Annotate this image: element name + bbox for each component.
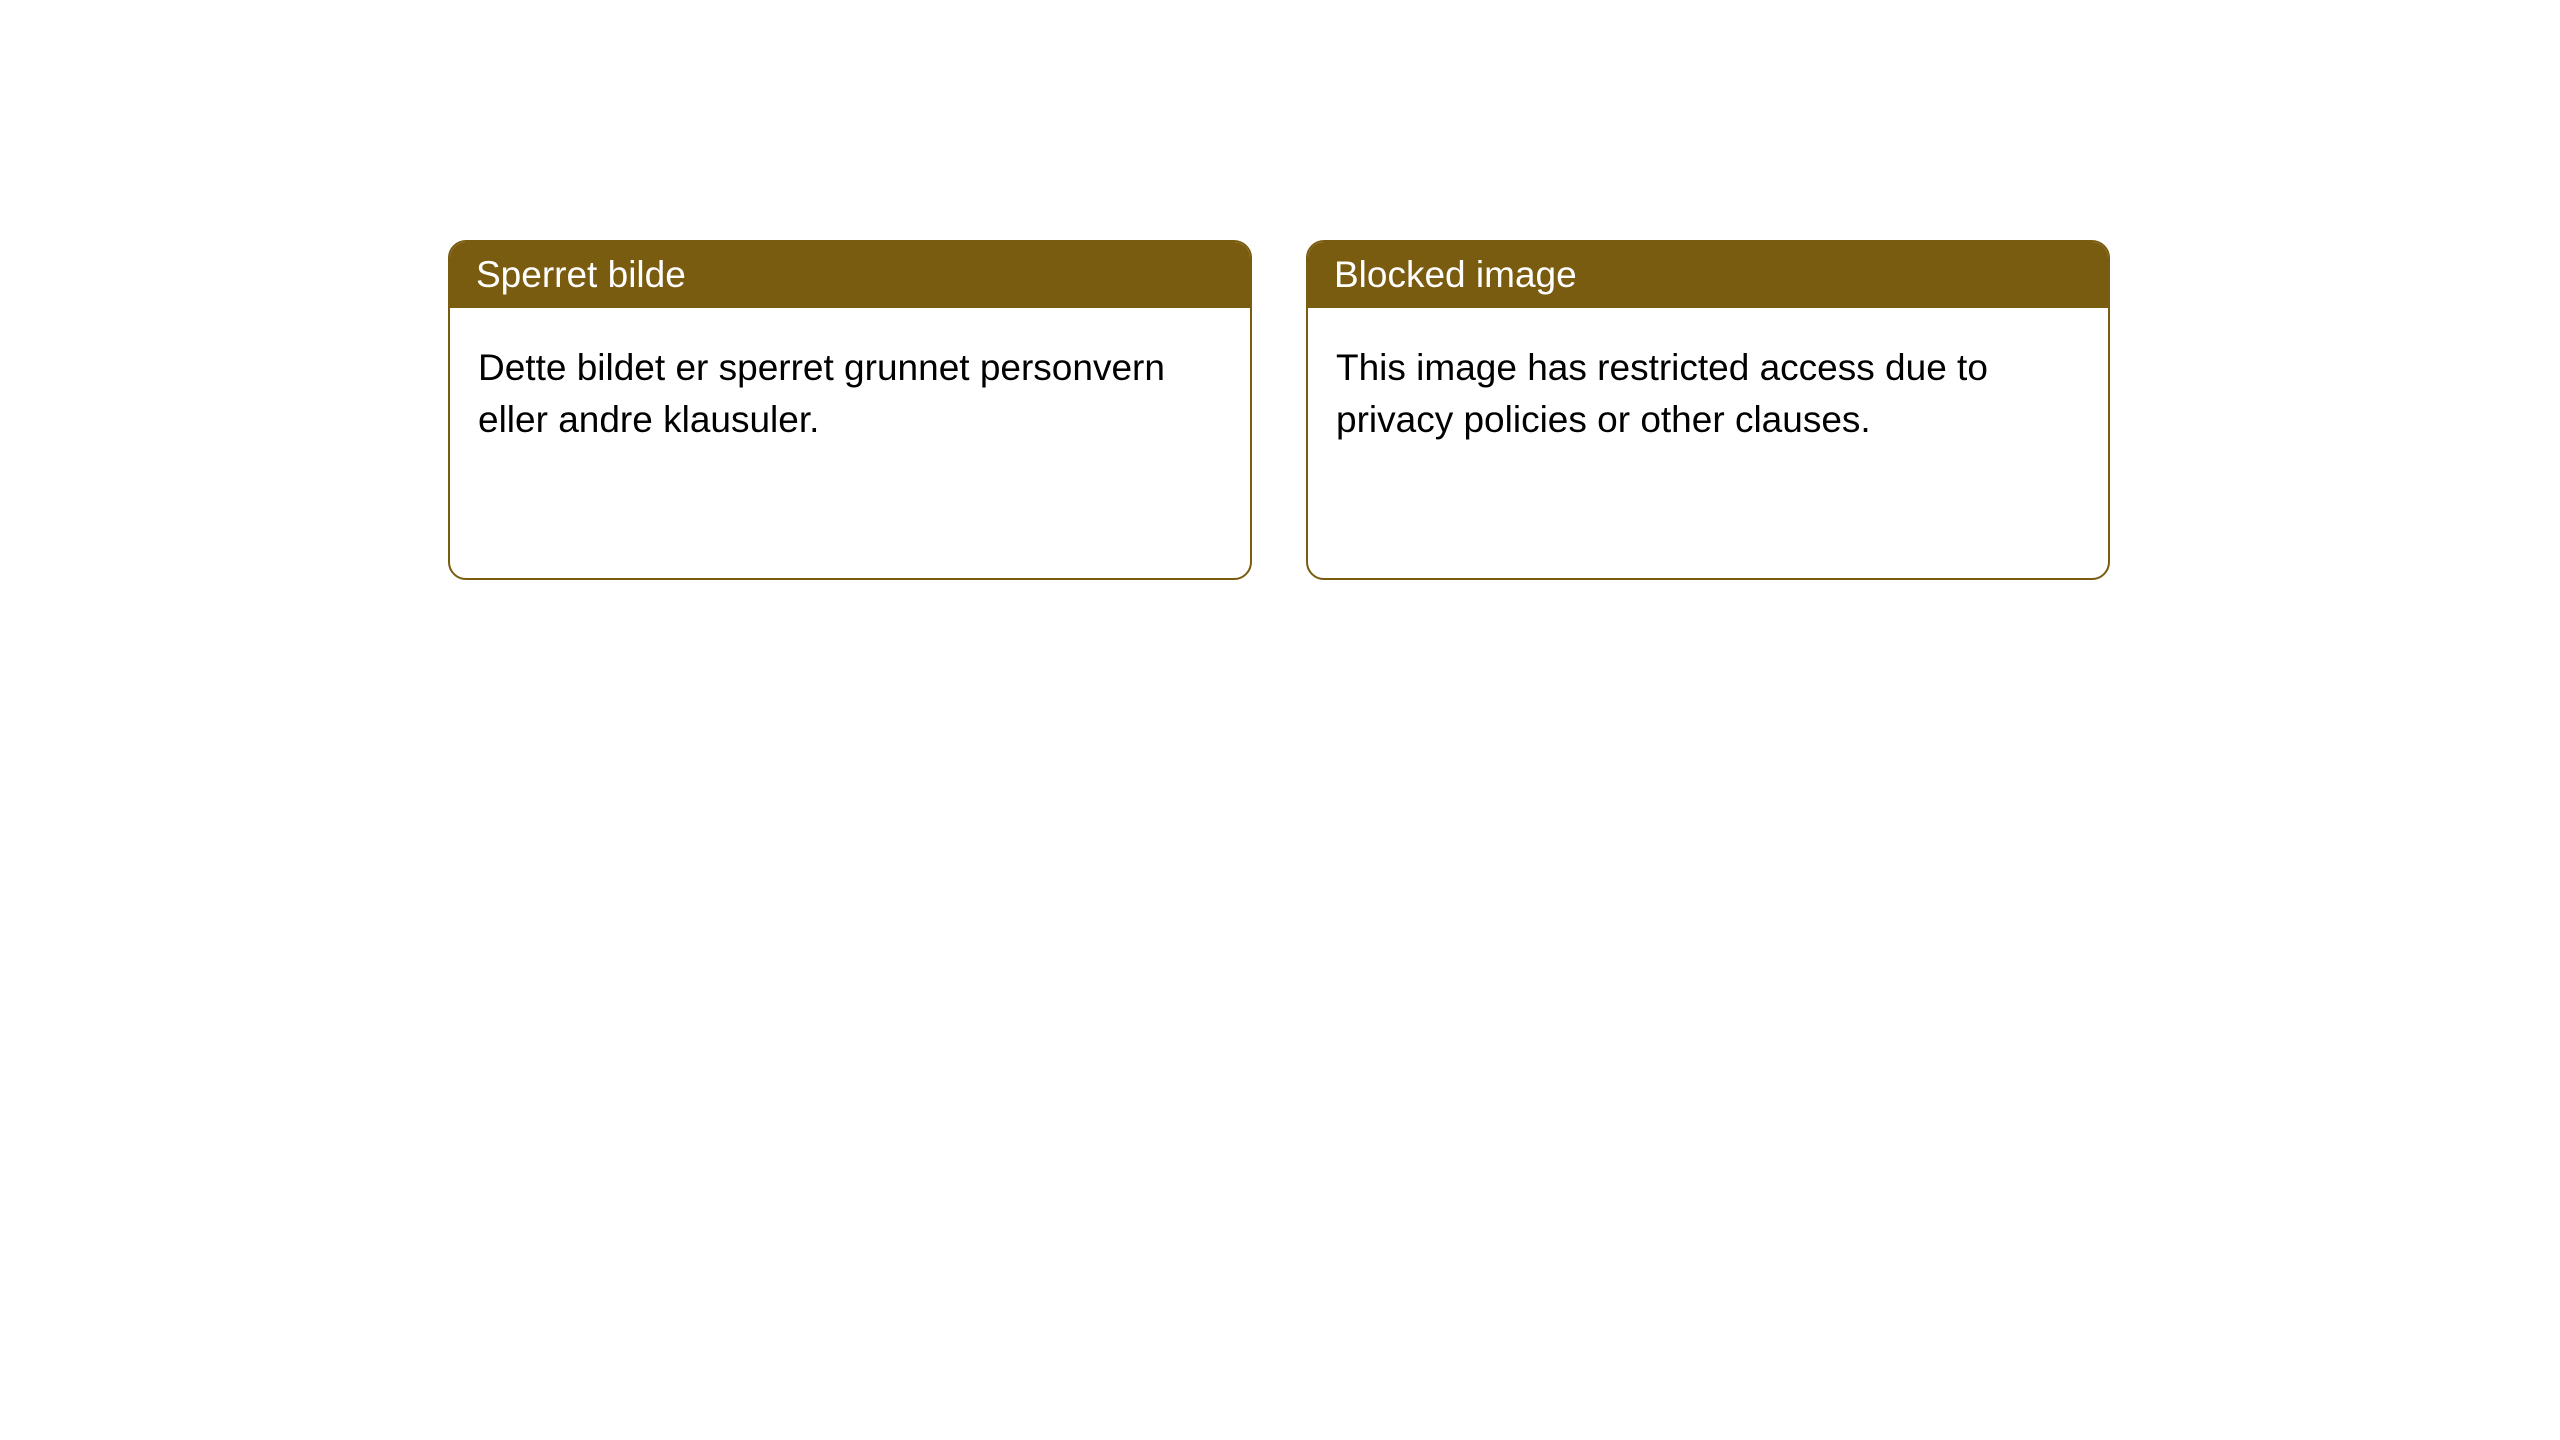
notice-body: Dette bildet er sperret grunnet personve…: [450, 308, 1250, 578]
notice-title: Blocked image: [1334, 254, 1577, 295]
notice-header: Sperret bilde: [450, 242, 1250, 308]
notice-message: Dette bildet er sperret grunnet personve…: [478, 347, 1165, 440]
notice-card-norwegian: Sperret bilde Dette bildet er sperret gr…: [448, 240, 1252, 580]
notice-container: Sperret bilde Dette bildet er sperret gr…: [0, 0, 2560, 580]
notice-header: Blocked image: [1308, 242, 2108, 308]
notice-card-english: Blocked image This image has restricted …: [1306, 240, 2110, 580]
notice-body: This image has restricted access due to …: [1308, 308, 2108, 578]
notice-message: This image has restricted access due to …: [1336, 347, 1988, 440]
notice-title: Sperret bilde: [476, 254, 686, 295]
